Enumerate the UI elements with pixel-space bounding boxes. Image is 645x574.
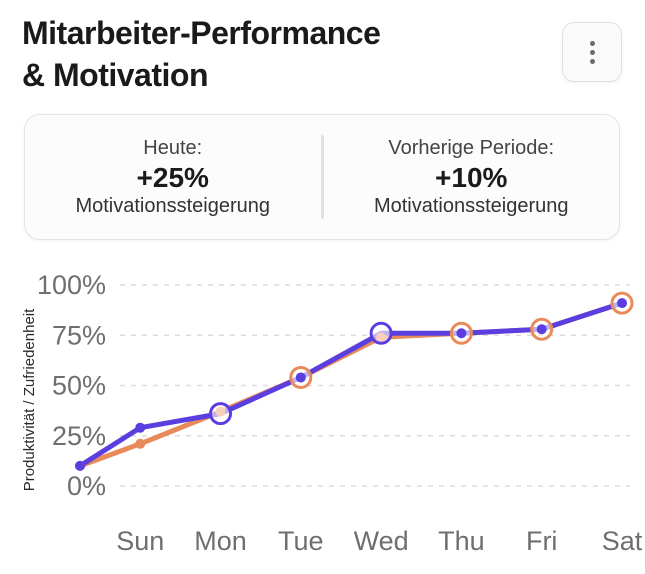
x-tick-label: Sun bbox=[116, 526, 164, 556]
stat-previous-sub: Motivationssteigerung bbox=[373, 195, 569, 217]
stat-today-label: Heute: bbox=[143, 137, 203, 159]
data-point-ring bbox=[369, 321, 393, 345]
data-point bbox=[295, 372, 306, 383]
card-title-line2: & Motivation bbox=[22, 57, 208, 93]
stat-today-value: +25% bbox=[136, 162, 209, 193]
card-title-line1: Mitarbeiter-Performance bbox=[22, 15, 381, 51]
line-chart: 0% 25% 50% 75% 100% Sun Mon Tue Wed Thu Fri Sat Pr… bbox=[21, 270, 643, 556]
data-point bbox=[617, 298, 627, 309]
data-point bbox=[456, 328, 467, 339]
y-tick-label: 50% bbox=[52, 371, 106, 401]
x-tick-label: Thu bbox=[438, 526, 485, 556]
data-point bbox=[536, 324, 547, 335]
y-tick-label: 0% bbox=[67, 471, 106, 501]
x-axis-ticks: Sun Mon Tue Wed Thu Fri Sat bbox=[116, 526, 643, 556]
x-tick-label: Fri bbox=[526, 526, 557, 556]
series-line bbox=[77, 300, 625, 469]
stat-previous: Vorherige Periode: +10% Motivationssteig… bbox=[324, 115, 620, 239]
data-point-ring bbox=[209, 402, 233, 426]
stat-today-sub: Motivationssteigerung bbox=[75, 195, 271, 217]
x-tick-label: Tue bbox=[278, 526, 324, 556]
stat-today: Heute: +25% Motivationssteigerung bbox=[25, 115, 321, 239]
y-tick-label: 25% bbox=[52, 421, 106, 451]
x-tick-label: Wed bbox=[354, 526, 409, 556]
data-point bbox=[75, 460, 85, 471]
data-point bbox=[135, 422, 146, 433]
stat-previous-value: +10% bbox=[435, 162, 508, 193]
stats-panel: Heute: +25% Motivationssteigerung Vorher… bbox=[24, 114, 620, 240]
card-title: Mitarbeiter-Performance & Motivation bbox=[22, 12, 381, 96]
y-tick-label: 75% bbox=[52, 320, 106, 350]
stats-divider bbox=[320, 135, 324, 219]
y-axis-title: Produktivität / Zufriedenheit bbox=[21, 308, 38, 491]
stat-previous-label: Vorherige Periode: bbox=[388, 137, 555, 159]
x-tick-label: Sat bbox=[602, 526, 643, 556]
data-point bbox=[135, 438, 146, 449]
y-axis-ticks: 0% 25% 50% 75% 100% bbox=[37, 270, 106, 501]
more-options-button[interactable] bbox=[562, 22, 622, 82]
grid-lines bbox=[120, 284, 630, 487]
x-tick-label: Mon bbox=[194, 526, 247, 556]
kebab-menu-icon bbox=[589, 40, 595, 64]
series-lines bbox=[75, 291, 634, 471]
y-tick-label: 100% bbox=[37, 270, 106, 300]
